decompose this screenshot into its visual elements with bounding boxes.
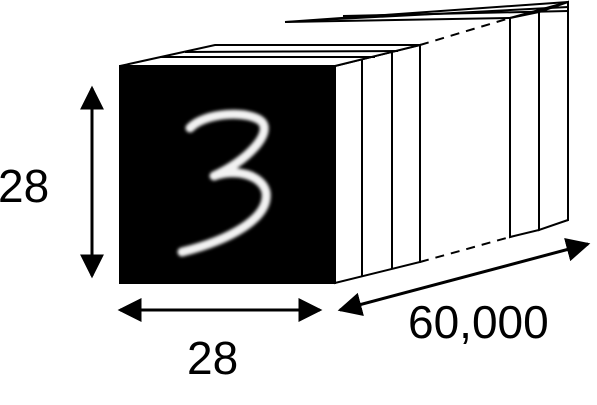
height-dimension: 28: [0, 85, 104, 279]
stack-continuation-dashes: [419, 17, 511, 263]
count-dimension: 60,000: [337, 237, 591, 348]
width-dimension: 28: [117, 298, 323, 384]
count-arrow: [337, 237, 591, 317]
mnist-digit-image: [119, 65, 336, 284]
width-label: 28: [187, 332, 238, 384]
stack-back-slabs: [284, 0, 569, 239]
count-label: 60,000: [408, 296, 549, 348]
height-label: 28: [0, 160, 49, 212]
stack-front-slabs: [119, 43, 421, 285]
digit-three-stroke: [177, 109, 271, 257]
